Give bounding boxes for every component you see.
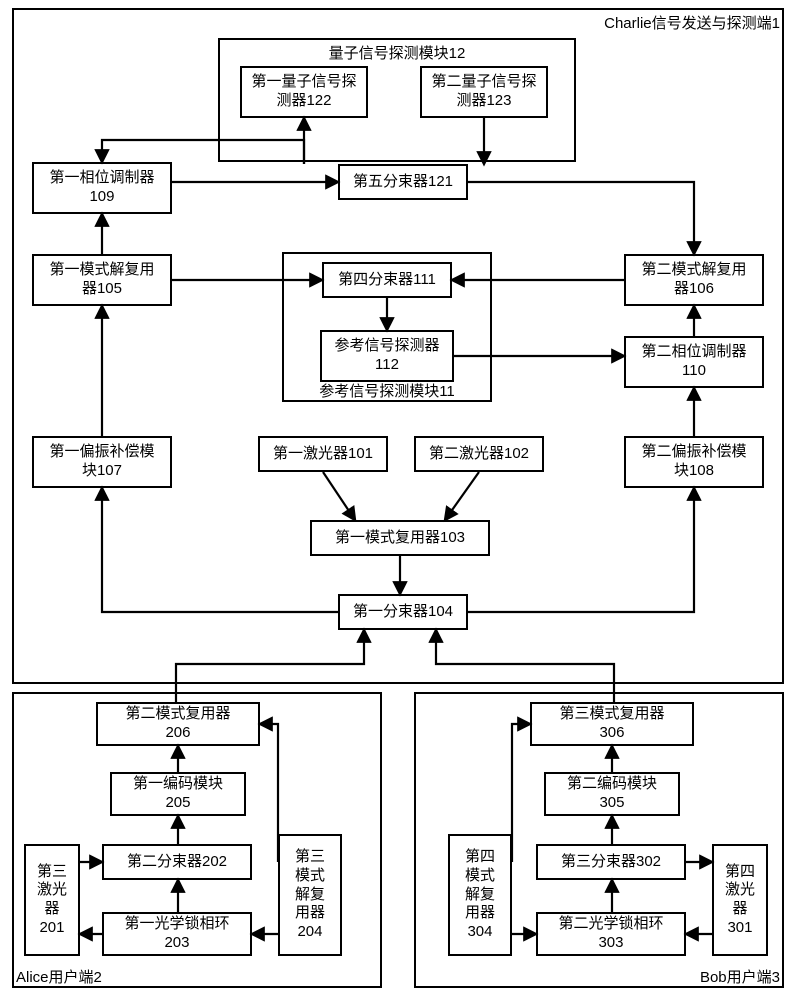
diagram-canvas: Charlie信号发送与探测端1 量子信号探测模块12 参考信号探测模块11 Alic… xyxy=(0,0,796,1000)
node-n122: 第一量子信号探 测器122 xyxy=(240,66,368,118)
node-n106: 第二模式解复用 器106 xyxy=(624,254,764,306)
node-label-n202: 第二分束器202 xyxy=(127,853,227,872)
node-n107: 第一偏振补偿模 块107 xyxy=(32,436,172,488)
node-label-n103: 第一模式复用器103 xyxy=(335,529,465,548)
node-n111: 第四分束器111 xyxy=(322,262,452,298)
node-label-n121: 第五分束器121 xyxy=(353,173,453,192)
node-label-n201: 第三 激光 器 201 xyxy=(37,863,67,938)
node-n102: 第二激光器102 xyxy=(414,436,544,472)
node-n301: 第四 激光 器 301 xyxy=(712,844,768,956)
node-n203: 第一光学锁相环 203 xyxy=(102,912,252,956)
node-n305: 第二编码模块 305 xyxy=(544,772,680,816)
node-n202: 第二分束器202 xyxy=(102,844,252,880)
node-n101: 第一激光器101 xyxy=(258,436,388,472)
node-label-n122: 第一量子信号探 测器122 xyxy=(251,73,356,111)
node-n204: 第三 模式 解复 用器 204 xyxy=(278,834,342,956)
node-n110: 第二相位调制器 110 xyxy=(624,336,764,388)
node-n201: 第三 激光 器 201 xyxy=(24,844,80,956)
node-n105: 第一模式解复用 器105 xyxy=(32,254,172,306)
node-label-n123: 第二量子信号探 测器123 xyxy=(431,73,536,111)
node-label-n203: 第一光学锁相环 203 xyxy=(124,915,229,953)
region-label-bob: Bob用户端3 xyxy=(684,966,780,987)
node-label-n302: 第三分束器302 xyxy=(561,853,661,872)
node-label-n303: 第二光学锁相环 303 xyxy=(558,915,663,953)
node-n108: 第二偏振补偿模 块108 xyxy=(624,436,764,488)
node-n109: 第一相位调制器 109 xyxy=(32,162,172,214)
node-n302: 第三分束器302 xyxy=(536,844,686,880)
node-n306: 第三模式复用器 306 xyxy=(530,702,694,746)
node-label-n104: 第一分束器104 xyxy=(353,603,453,622)
region-label-charlie: Charlie信号发送与探测端1 xyxy=(584,12,780,33)
node-label-n305: 第二编码模块 305 xyxy=(567,775,657,813)
node-n104: 第一分束器104 xyxy=(338,594,468,630)
node-n206: 第二模式复用器 206 xyxy=(96,702,260,746)
node-label-n110: 第二相位调制器 110 xyxy=(641,343,746,381)
node-n304: 第四 模式 解复 用器 304 xyxy=(448,834,512,956)
node-label-n107: 第一偏振补偿模 块107 xyxy=(49,443,154,481)
region-label-mod11: 参考信号探测模块11 xyxy=(297,380,477,401)
node-label-n306: 第三模式复用器 306 xyxy=(559,705,664,743)
node-label-n206: 第二模式复用器 206 xyxy=(125,705,230,743)
node-n303: 第二光学锁相环 303 xyxy=(536,912,686,956)
region-label-alice: Alice用户端2 xyxy=(16,966,102,987)
node-label-n109: 第一相位调制器 109 xyxy=(49,169,154,207)
node-label-n205: 第一编码模块 205 xyxy=(133,775,223,813)
node-label-n101: 第一激光器101 xyxy=(273,445,373,464)
node-n112: 参考信号探测器 112 xyxy=(320,330,454,382)
region-label-mod12: 量子信号探测模块12 xyxy=(307,42,487,63)
node-label-n108: 第二偏振补偿模 块108 xyxy=(641,443,746,481)
node-n123: 第二量子信号探 测器123 xyxy=(420,66,548,118)
node-label-n105: 第一模式解复用 器105 xyxy=(49,261,154,299)
node-n103: 第一模式复用器103 xyxy=(310,520,490,556)
node-label-n102: 第二激光器102 xyxy=(429,445,529,464)
node-label-n204: 第三 模式 解复 用器 204 xyxy=(295,848,325,942)
node-n121: 第五分束器121 xyxy=(338,164,468,200)
node-label-n304: 第四 模式 解复 用器 304 xyxy=(465,848,495,942)
node-n205: 第一编码模块 205 xyxy=(110,772,246,816)
node-label-n111: 第四分束器111 xyxy=(338,271,436,290)
node-label-n112: 参考信号探测器 112 xyxy=(334,337,439,375)
node-label-n301: 第四 激光 器 301 xyxy=(725,863,755,938)
node-label-n106: 第二模式解复用 器106 xyxy=(641,261,746,299)
